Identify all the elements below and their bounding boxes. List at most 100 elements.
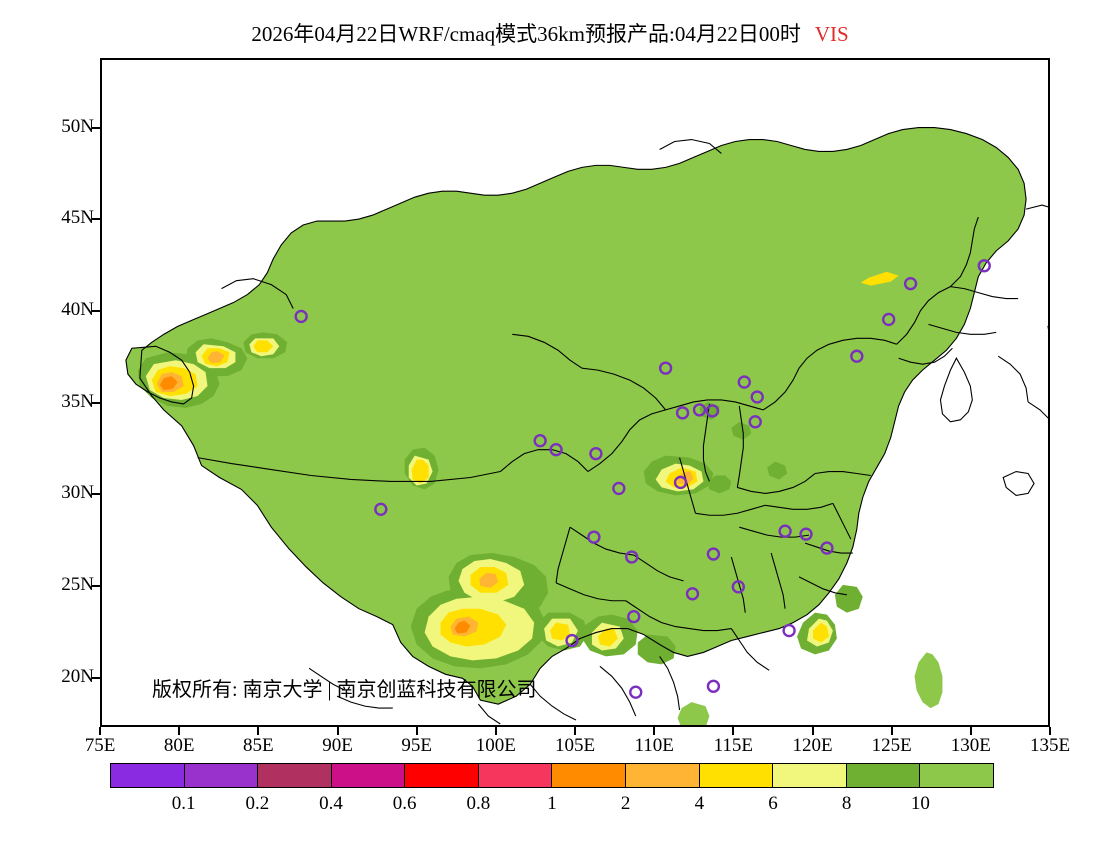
- colorbar-swatch: [331, 764, 406, 787]
- x-axis-tick: [732, 727, 735, 735]
- y-axis-tick: [92, 218, 100, 221]
- x-axis-label: 75E: [84, 735, 116, 756]
- station-marker: [706, 547, 721, 561]
- colorbar-swatch: [405, 764, 479, 787]
- station-marker: [820, 541, 834, 555]
- y-axis-label: 50N: [61, 115, 94, 137]
- station-marker: [903, 276, 918, 291]
- chart-title: 2026年04月22日WRF/cmaq模式36km预报产品:04月22日00时 V…: [0, 18, 1100, 48]
- y-axis-label: 40N: [61, 298, 94, 320]
- x-axis-tick: [99, 727, 101, 735]
- colorbar-tick-label: 6: [768, 793, 778, 814]
- x-axis-label: 100E: [475, 735, 516, 756]
- station-marker: [782, 623, 796, 638]
- x-axis-tick: [257, 727, 260, 735]
- station-marker: [675, 406, 690, 420]
- colorbar: [110, 763, 994, 788]
- colorbar-swatch: [478, 764, 553, 787]
- colorbar-swatch: [699, 764, 774, 787]
- y-axis-tick: [92, 309, 100, 312]
- x-axis-tick: [178, 727, 181, 735]
- station-marker: [612, 481, 626, 496]
- station-marker: [627, 609, 641, 624]
- map-layers: [125, 127, 1048, 725]
- colorbar-tick-label: 1: [547, 793, 557, 814]
- x-axis-tick: [574, 727, 576, 735]
- station-marker: [658, 361, 673, 375]
- station-marker: [731, 580, 745, 594]
- y-axis-label: 30N: [61, 482, 94, 504]
- map-plot-area: [100, 58, 1050, 727]
- x-axis-label: 110E: [634, 735, 674, 756]
- x-axis-label: 95E: [401, 735, 432, 756]
- x-axis-tick: [415, 727, 418, 735]
- colorbar-swatch: [920, 764, 993, 787]
- station-marker: [625, 550, 639, 564]
- x-axis-label: 135E: [1029, 735, 1071, 756]
- colorbar-swatch: [111, 764, 185, 787]
- x-axis-tick: [1049, 727, 1051, 735]
- colorbar-tick-label: 4: [694, 793, 705, 814]
- administrative-boundaries: [125, 127, 1048, 725]
- copyright-notice: 版权所有: 南京大学 | 南京创蓝科技有限公司: [152, 679, 537, 701]
- station-marker: [706, 679, 721, 693]
- y-axis-label: 20N: [61, 665, 94, 687]
- x-axis-label: 80E: [163, 735, 195, 756]
- colorbar-tick-label: 0.1: [171, 793, 196, 814]
- y-axis-tick: [92, 126, 100, 129]
- station-marker: [748, 415, 762, 429]
- station-marker: [850, 349, 864, 363]
- station-marker: [977, 259, 991, 273]
- colorbar-tick-label: 8: [841, 793, 852, 814]
- station-marker: [705, 404, 720, 418]
- station-marker: [374, 502, 388, 516]
- y-axis-label: 45N: [61, 207, 94, 229]
- station-marker: [737, 375, 751, 389]
- x-axis-label: 125E: [871, 735, 912, 756]
- y-axis-tick: [92, 584, 100, 587]
- x-axis-label: 120E: [792, 735, 833, 756]
- variable-label: VIS: [814, 22, 849, 46]
- station-marker: [629, 685, 643, 699]
- x-axis-label: 130E: [950, 735, 991, 756]
- station-marker: [673, 475, 688, 490]
- station-markers[interactable]: [294, 259, 991, 725]
- colorbar-swatches: [110, 763, 994, 788]
- x-axis-tick: [336, 727, 339, 735]
- station-marker: [692, 403, 707, 417]
- station-marker: [589, 446, 603, 461]
- colorbar-tick-label: 0.6: [392, 793, 417, 814]
- colorbar-tick-label: 0.4: [319, 793, 343, 814]
- station-marker: [533, 434, 547, 448]
- colorbar-tick-label: 0.8: [466, 793, 491, 814]
- map-canvas: [125, 127, 1048, 725]
- station-marker: [882, 312, 896, 327]
- y-axis-tick: [92, 676, 100, 679]
- station-marker: [587, 530, 601, 544]
- y-axis-label: 35N: [61, 390, 94, 412]
- x-axis-tick: [811, 727, 814, 735]
- station-marker: [549, 442, 563, 457]
- y-axis-label: 25N: [61, 573, 94, 595]
- colorbar-swatch: [552, 764, 627, 787]
- colorbar-swatch: [258, 764, 332, 787]
- x-axis-label: 85E: [243, 735, 274, 756]
- x-axis-label: 115E: [713, 735, 754, 756]
- x-axis-tick: [890, 727, 893, 735]
- colorbar-tick-label: 2: [620, 793, 631, 814]
- x-axis-tick: [494, 727, 497, 735]
- x-axis-tick: [653, 727, 656, 735]
- x-axis-label: 90E: [322, 735, 353, 756]
- colorbar-tick-label: 10: [910, 793, 930, 814]
- colorbar-swatch: [184, 764, 259, 787]
- x-axis-label: 105E: [554, 735, 596, 756]
- colorbar-swatch: [846, 764, 921, 787]
- contour-band-1-2: [159, 376, 471, 634]
- station-marker: [799, 527, 813, 541]
- colorbar-swatch: [773, 764, 847, 787]
- station-marker: [685, 587, 700, 601]
- station-marker: [778, 524, 792, 538]
- y-axis-tick: [92, 401, 100, 404]
- x-axis-tick: [969, 727, 972, 735]
- colorbar-tick-label: 0.2: [245, 793, 270, 814]
